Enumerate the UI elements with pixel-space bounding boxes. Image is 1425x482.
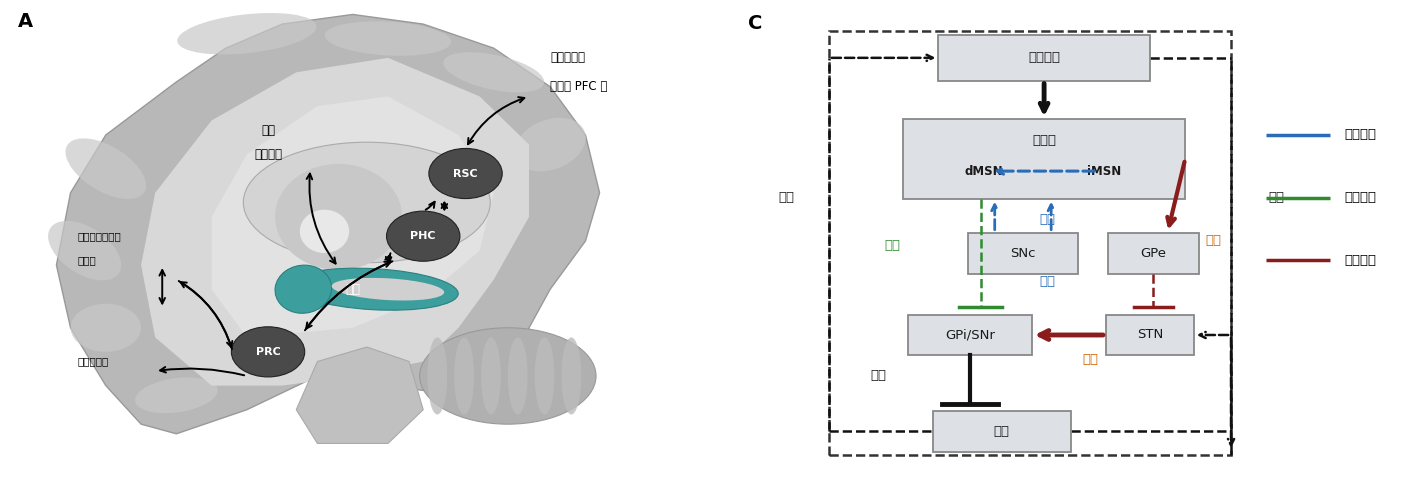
Ellipse shape	[325, 21, 452, 56]
Text: 减弱: 减弱	[1040, 213, 1056, 226]
Ellipse shape	[177, 13, 316, 54]
Ellipse shape	[420, 328, 596, 424]
FancyBboxPatch shape	[908, 314, 1032, 356]
Polygon shape	[57, 14, 600, 434]
Polygon shape	[296, 347, 423, 443]
Ellipse shape	[244, 142, 490, 263]
Text: 运动皮质: 运动皮质	[1027, 52, 1060, 64]
Text: 杏仁核: 杏仁核	[77, 255, 97, 265]
Text: 腹颞叶皮质: 腹颞叶皮质	[77, 357, 108, 366]
Text: 减弱: 减弱	[1268, 191, 1285, 204]
Ellipse shape	[455, 337, 475, 415]
Text: iMSN: iMSN	[1087, 165, 1121, 177]
Text: 纹状体: 纹状体	[1032, 134, 1056, 147]
FancyBboxPatch shape	[1107, 233, 1200, 274]
Ellipse shape	[507, 337, 527, 415]
Text: 多巴胺能: 多巴胺能	[1344, 129, 1377, 141]
Text: SNc: SNc	[1010, 247, 1036, 259]
Text: GPi/SNr: GPi/SNr	[945, 329, 995, 341]
Ellipse shape	[135, 377, 218, 413]
Text: 增强: 增强	[871, 370, 886, 382]
Text: 直接通道: 直接通道	[1344, 191, 1377, 204]
Text: 减弱: 减弱	[885, 240, 901, 252]
FancyBboxPatch shape	[1106, 314, 1194, 356]
FancyBboxPatch shape	[968, 233, 1077, 274]
Ellipse shape	[275, 164, 402, 270]
Text: 外侧额叶眶皮质: 外侧额叶眶皮质	[77, 231, 121, 241]
Text: 腹内侧 PFC 等: 腹内侧 PFC 等	[550, 80, 607, 93]
Text: 丘脑: 丘脑	[261, 124, 275, 136]
FancyBboxPatch shape	[903, 119, 1186, 199]
Text: 间接通道: 间接通道	[1344, 254, 1377, 267]
Text: 减弱: 减弱	[778, 191, 795, 204]
Ellipse shape	[534, 337, 554, 415]
Polygon shape	[211, 96, 494, 337]
Polygon shape	[141, 58, 529, 386]
Ellipse shape	[289, 268, 459, 310]
Text: A: A	[17, 12, 33, 31]
Ellipse shape	[428, 337, 447, 415]
Ellipse shape	[332, 278, 445, 300]
Text: RSC: RSC	[453, 169, 477, 178]
Text: STN: STN	[1137, 329, 1163, 341]
FancyBboxPatch shape	[933, 411, 1070, 452]
Ellipse shape	[66, 138, 147, 199]
Text: GPe: GPe	[1140, 247, 1167, 259]
Circle shape	[429, 148, 502, 199]
Text: 增强: 增强	[1082, 353, 1097, 365]
Text: PHC: PHC	[410, 231, 436, 241]
Text: C: C	[748, 14, 762, 33]
Ellipse shape	[482, 337, 500, 415]
FancyBboxPatch shape	[938, 35, 1150, 80]
Text: PRC: PRC	[255, 347, 281, 357]
Text: 扣带回后部: 扣带回后部	[550, 52, 586, 64]
Ellipse shape	[561, 337, 581, 415]
Text: 乳头体等: 乳头体等	[254, 148, 282, 161]
Ellipse shape	[443, 52, 544, 93]
Text: 丘脑: 丘脑	[993, 425, 1010, 438]
Text: 海马: 海马	[345, 283, 361, 295]
Text: 增强: 增强	[1206, 235, 1221, 247]
Ellipse shape	[71, 304, 141, 352]
Text: dMSN: dMSN	[965, 165, 1003, 177]
Ellipse shape	[275, 265, 332, 313]
Circle shape	[231, 327, 305, 377]
Text: 丢失: 丢失	[1040, 276, 1056, 288]
Circle shape	[386, 211, 460, 261]
Ellipse shape	[48, 221, 121, 281]
Ellipse shape	[514, 118, 586, 172]
Ellipse shape	[299, 210, 349, 253]
